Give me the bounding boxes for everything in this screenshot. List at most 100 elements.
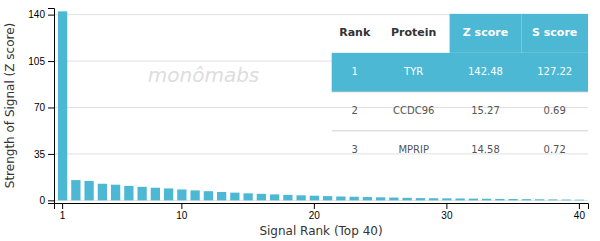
y-tick: 35 <box>34 149 54 160</box>
grid-line <box>54 200 588 201</box>
bars <box>58 11 584 200</box>
bar <box>310 196 319 201</box>
y-tick: 105 <box>28 56 54 67</box>
bar <box>283 195 292 200</box>
bar <box>230 193 239 201</box>
table-cell: 15.27 <box>471 105 500 116</box>
table-cell: 142.48 <box>468 66 503 77</box>
table-header: S score <box>532 26 577 39</box>
table-cell: 0.72 <box>544 144 566 155</box>
x-tick-label: 10 <box>176 210 188 221</box>
bar <box>376 197 385 200</box>
y-tick-label: 105 <box>28 56 45 67</box>
chart: monômabs 0 35 70 105 140 1 10 20 30 40 Rank Protein Z… <box>0 0 600 241</box>
table-highlight-bg <box>332 53 588 92</box>
bar <box>535 199 544 200</box>
y-tick-mark <box>48 154 54 155</box>
bar <box>58 11 67 200</box>
table-header-bg <box>521 14 588 53</box>
grid <box>54 15 588 201</box>
x-tick: 10 <box>176 203 188 221</box>
bar <box>363 197 372 200</box>
y-tick-label: 140 <box>28 9 45 20</box>
x-tick-mark <box>181 203 182 209</box>
bar <box>190 190 199 200</box>
table: Rank Protein Z score S score 1 TYR 142.48 127.2… <box>332 14 588 156</box>
y-tick: 70 <box>34 102 54 113</box>
table-cell: CCDC96 <box>393 105 434 116</box>
watermark: monômabs <box>148 63 259 87</box>
y-axis-line <box>48 9 55 204</box>
table-cell: 0.69 <box>544 105 566 116</box>
x-tick-mark <box>62 203 63 209</box>
y-tick-mark <box>48 15 54 16</box>
bar <box>416 198 425 200</box>
bar <box>575 199 584 201</box>
grid-line <box>54 153 588 154</box>
bar <box>151 188 160 201</box>
plot-area: monômabs 0 35 70 105 140 1 10 20 30 40 Rank Protein Z… <box>28 9 588 222</box>
y-tick-label: 0 <box>39 195 45 206</box>
x-tick-mark <box>446 203 447 209</box>
table-cell: 127.22 <box>537 66 572 77</box>
bar <box>124 186 133 200</box>
x-tick: 20 <box>309 203 321 221</box>
bar <box>164 188 173 200</box>
bar <box>442 198 451 200</box>
bar <box>548 199 557 201</box>
bar <box>270 194 279 200</box>
table-cell: 14.58 <box>471 144 500 155</box>
x-tick-label: 1 <box>60 210 66 221</box>
bar <box>561 199 570 201</box>
bar <box>204 191 213 200</box>
bar <box>137 187 146 201</box>
y-tick-mark <box>48 107 54 108</box>
x-tick: 40 <box>574 203 586 221</box>
x-tick-label: 20 <box>309 210 321 221</box>
table-cell: MPRIP <box>398 144 429 155</box>
table-header: Z score <box>463 26 508 39</box>
bar <box>84 181 93 200</box>
y-tick-label: 70 <box>34 102 46 113</box>
table-separator <box>332 91 588 92</box>
bar <box>296 195 305 200</box>
bar <box>522 199 531 200</box>
table-separator <box>332 130 588 131</box>
table-cell: TYR <box>403 66 423 77</box>
bar <box>495 199 504 200</box>
bar <box>429 198 438 200</box>
bar <box>349 197 358 201</box>
table-header-bg <box>450 14 522 53</box>
x-axis-title: Signal Rank (Top 40) <box>259 224 382 238</box>
bar <box>111 185 120 201</box>
x-tick-mark <box>314 203 315 209</box>
y-tick: 0 <box>39 195 54 206</box>
x-tick-mark <box>579 203 580 209</box>
table-cell: 3 <box>352 144 358 155</box>
x-axis: 1 10 20 30 40 <box>55 203 589 221</box>
table-cell: 2 <box>352 105 358 116</box>
x-axis-line <box>55 204 589 210</box>
y-tick-label: 35 <box>34 149 46 160</box>
y-axis-title: Strength of Signal (Z score) <box>3 23 17 188</box>
bar <box>402 198 411 201</box>
table-cell: 1 <box>352 66 358 77</box>
y-tick: 140 <box>28 9 54 20</box>
x-tick-label: 30 <box>441 210 453 221</box>
bar <box>389 198 398 201</box>
bar <box>177 189 186 200</box>
y-axis: 0 35 70 105 140 <box>28 9 54 207</box>
bar <box>243 193 252 200</box>
bar <box>323 196 332 200</box>
bar <box>98 184 107 201</box>
y-tick-mark <box>48 61 54 62</box>
x-tick: 1 <box>60 203 66 221</box>
bar <box>336 197 345 201</box>
x-tick: 30 <box>441 203 453 221</box>
bar <box>217 192 226 200</box>
bar <box>71 180 80 200</box>
table-header: Rank <box>339 26 371 39</box>
table-header: Protein <box>391 26 436 39</box>
bar <box>508 199 517 200</box>
bar <box>455 198 464 200</box>
